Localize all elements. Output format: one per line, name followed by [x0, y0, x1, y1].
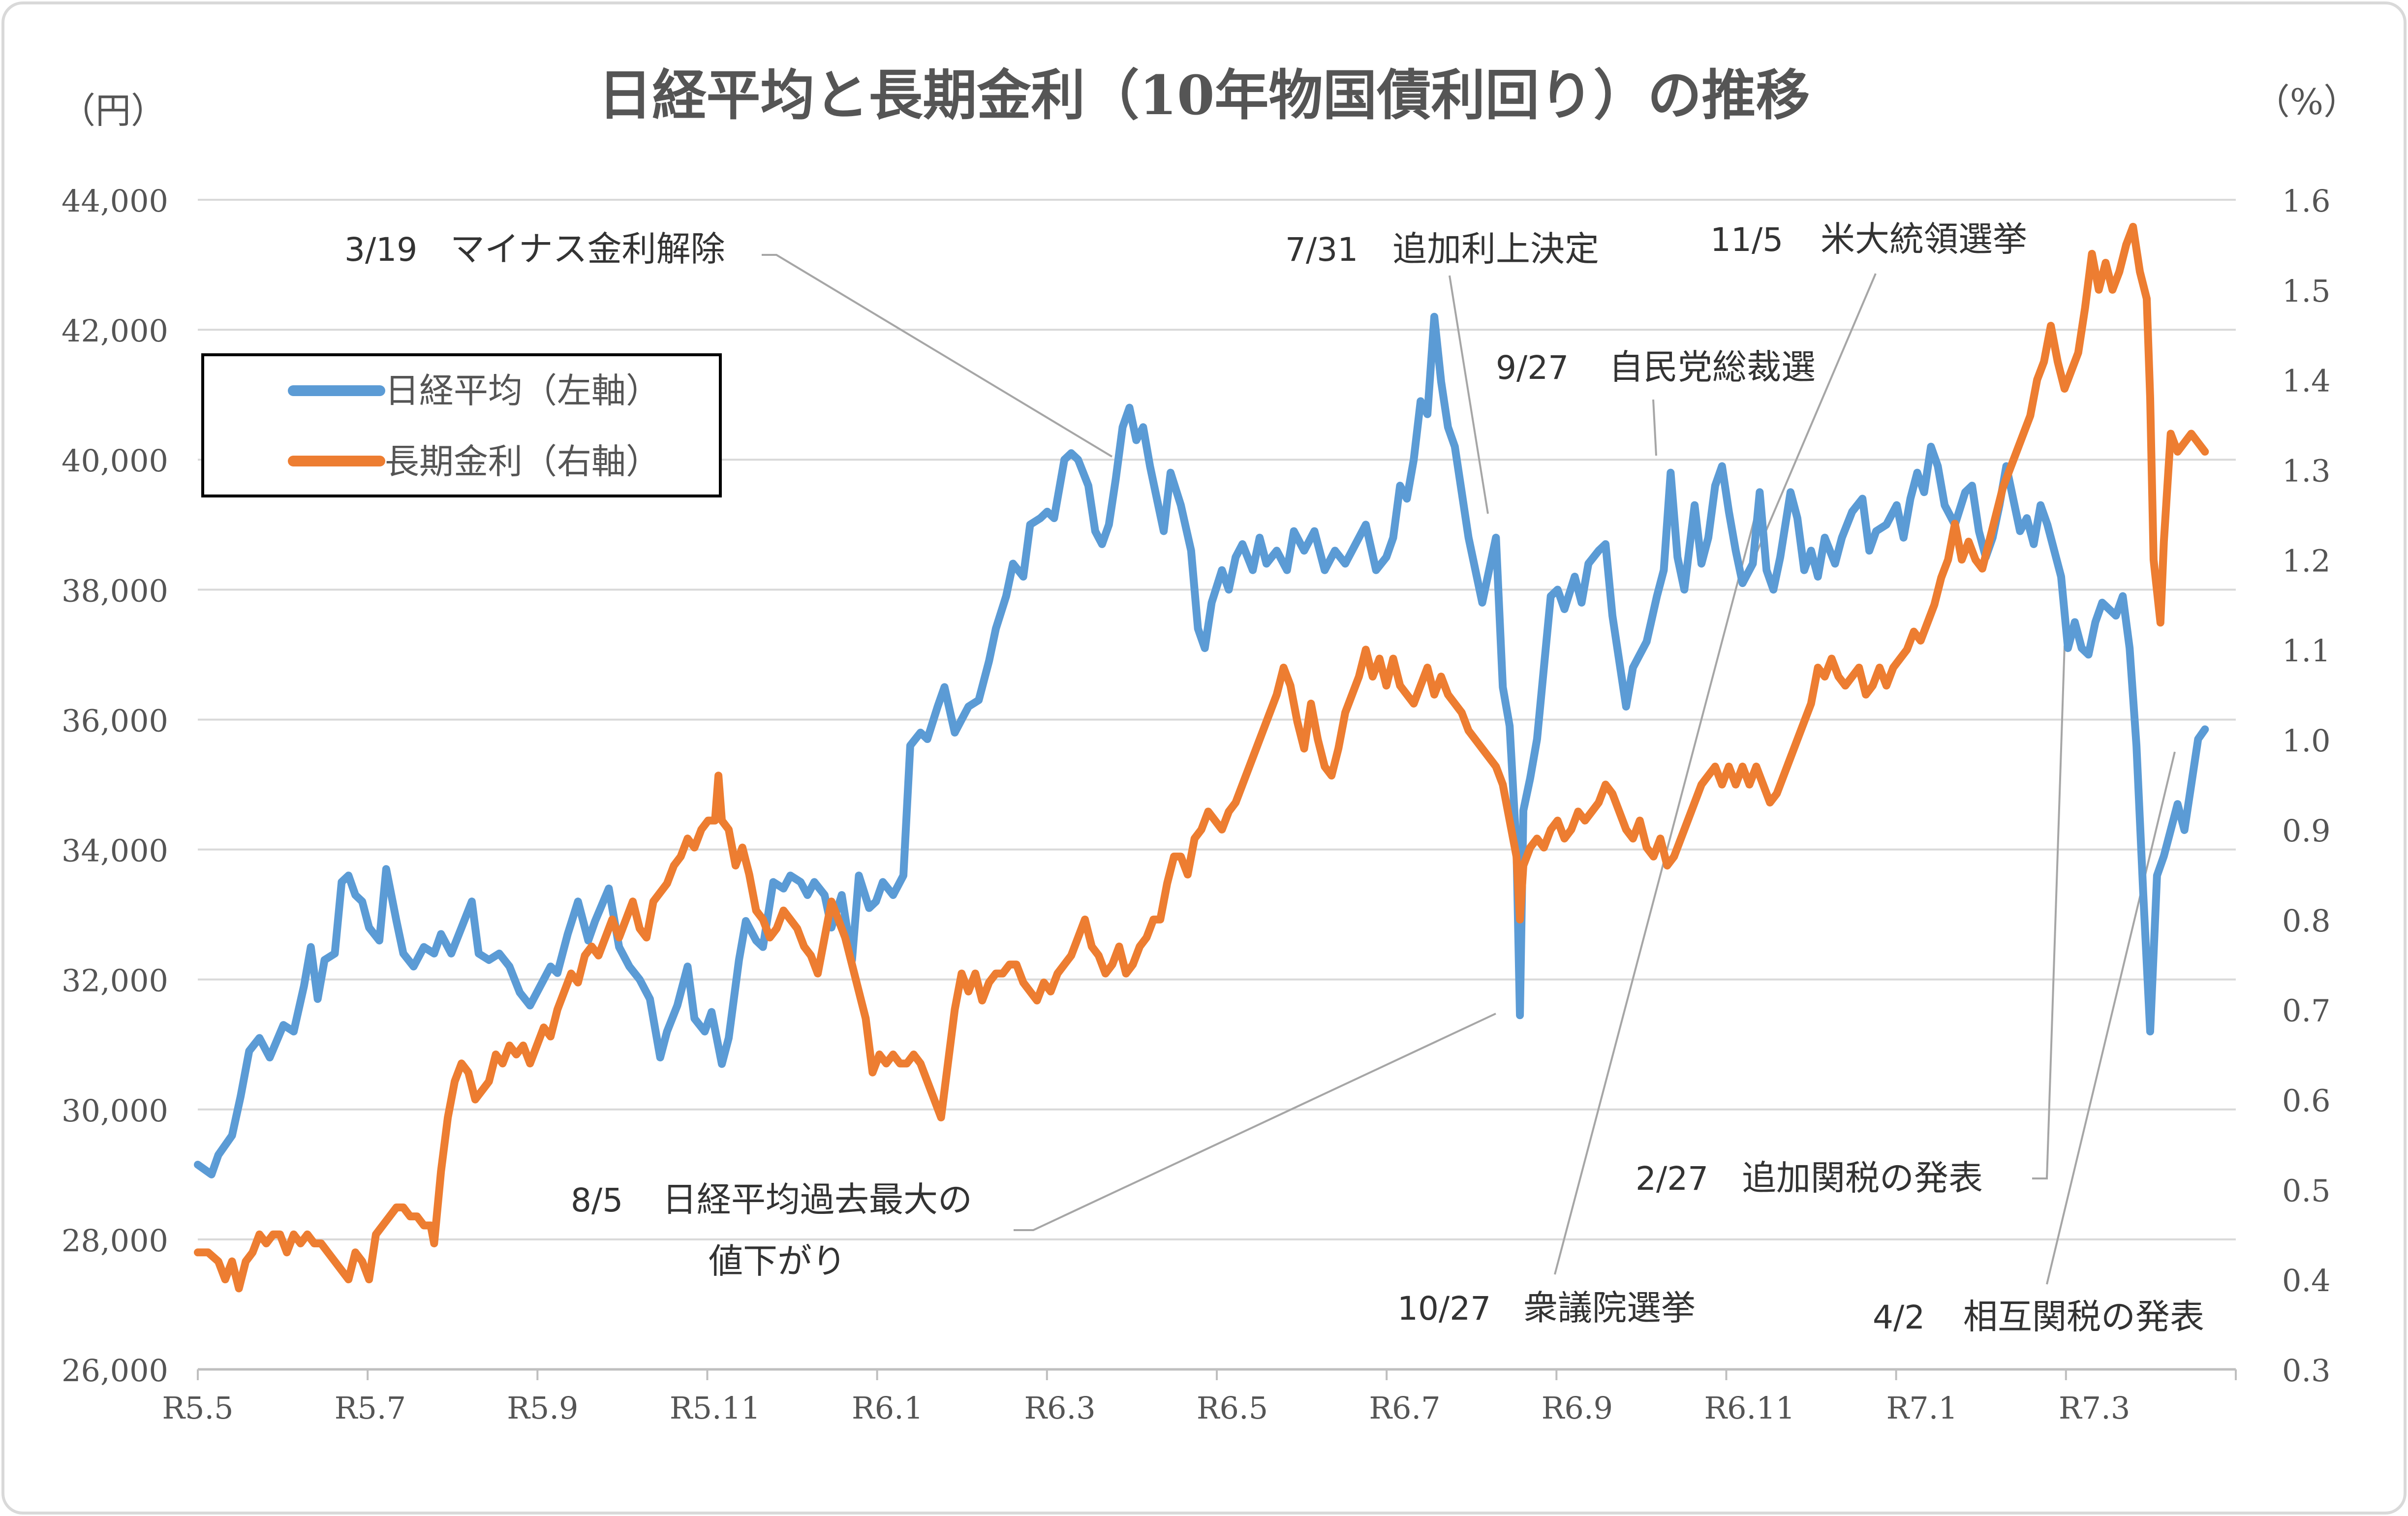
series-line-nikkei: [194, 312, 2209, 1178]
left-tick-label: 34,000: [62, 833, 168, 869]
left-tick-label: 26,000: [62, 1353, 168, 1389]
annotation-text-7-31: 追加利上決定: [1392, 229, 1599, 269]
left-tick-label: 30,000: [62, 1093, 168, 1129]
legend-label-nikkei: 日経平均（左軸）: [385, 371, 660, 411]
x-tick-label: R5.5: [162, 1390, 233, 1426]
legend-box: [201, 353, 722, 497]
annotation-text-11-5: 米大統領選挙: [1821, 219, 2027, 259]
annotation-leader-line: [2046, 751, 2176, 1285]
x-tick-label: R6.7: [1369, 1390, 1440, 1426]
right-tick-label: 1.3: [2282, 453, 2331, 489]
chart-title: 日経平均と長期金利（10年物国債利回り）の推移: [598, 63, 1810, 127]
left-tick-label: 38,000: [62, 573, 168, 609]
x-tick-label: R6.3: [1024, 1390, 1095, 1426]
right-tick-label: 0.4: [2282, 1263, 2331, 1299]
annotation-text-8-5: 日経平均過去最大の: [662, 1179, 972, 1220]
left-tick-label: 28,000: [62, 1223, 168, 1259]
x-tick-label: R6.11: [1704, 1390, 1795, 1426]
right-tick-label: 0.5: [2282, 1173, 2331, 1208]
right-tick-label: 0.6: [2282, 1083, 2331, 1118]
annotation-date-10-27: 10/27: [1397, 1290, 1491, 1328]
left-tick-label: 44,000: [62, 183, 168, 219]
annotation-text-10-27: 衆議院選挙: [1523, 1288, 1696, 1328]
x-tick-label: R6.5: [1197, 1390, 1268, 1426]
annotation-leader-line: [762, 254, 1113, 458]
grid: [198, 199, 2236, 1371]
right-tick-label: 0.7: [2282, 993, 2331, 1029]
right-axis-unit: （%）: [2254, 81, 2359, 123]
annotation-leader-line: [1449, 275, 1489, 514]
annotation-date-4-2: 4/2: [1873, 1299, 1925, 1336]
annotation-date-9-27: 9/27: [1496, 349, 1569, 387]
annotation-text-9-27: 自民党総裁選: [1609, 347, 1816, 387]
left-tick-label: 32,000: [62, 963, 168, 999]
right-tick-label: 1.4: [2282, 363, 2331, 399]
right-tick-label: 0.3: [2282, 1353, 2331, 1389]
annotation-leader-line: [1014, 1013, 1496, 1231]
legend-label-rate: 長期金利（右軸）: [385, 441, 660, 482]
right-tick-label: 1.5: [2282, 273, 2331, 309]
annotation-leader-line: [1753, 273, 1877, 560]
x-tick-label: R7.1: [1886, 1390, 1958, 1426]
x-tick-label: R5.9: [507, 1390, 578, 1426]
legend: 日経平均（左軸） 長期金利（右軸）: [201, 353, 722, 497]
series-lines: [194, 222, 2209, 1293]
right-tick-label: 1.1: [2282, 633, 2331, 669]
annotation-date-2-27: 2/27: [1636, 1160, 1708, 1198]
annotation-leader-line: [1554, 492, 1762, 1275]
annotation-date-3-19: 3/19: [344, 231, 417, 269]
left-tick-label: 40,000: [62, 443, 168, 479]
x-tick-label: R6.1: [852, 1390, 923, 1426]
x-axis-ticks: R5.5 R5.7 R5.9 R5.11 R6.1 R6.3 R6.5 R6.7 R6.9 R6.…: [162, 1369, 2237, 1426]
x-tick-label: R6.9: [1542, 1390, 1613, 1426]
x-tick-label: R7.3: [2059, 1390, 2130, 1426]
annotation-text-4-2: 相互関税の発表: [1963, 1297, 2204, 1337]
annotation-leader-line: [1652, 399, 1657, 456]
right-axis-ticks: 0.3 0.4 0.5 0.6 0.7 0.8 0.9 1.0 1.1 1.2 1.3 1.4 1.5 1…: [2282, 183, 2331, 1389]
annotation-leaders: [762, 254, 2176, 1285]
left-tick-label: 36,000: [62, 703, 168, 739]
annotation-leader-line: [2032, 645, 2066, 1179]
right-tick-label: 1.6: [2282, 183, 2331, 219]
annotation-date-8-5: 8/5: [571, 1181, 623, 1219]
series-line-rate: [194, 222, 2209, 1293]
annotations: 3/19 マイナス金利解除 7/31 追加利上決定 11/5 米大統領選挙 9/…: [344, 219, 2204, 1337]
x-tick-label: R5.7: [335, 1390, 406, 1426]
annotation-text-3-19: マイナス金利解除: [450, 229, 725, 269]
left-tick-label: 42,000: [62, 313, 168, 349]
left-axis-unit: （円）: [60, 90, 166, 131]
right-tick-label: 0.8: [2282, 903, 2331, 939]
annotation-date-7-31: 7/31: [1285, 231, 1358, 269]
annotation-text-2-27: 追加関税の発表: [1742, 1158, 1983, 1198]
left-axis-ticks: 26,000 28,000 30,000 32,000 34,000 36,000 38,0…: [62, 183, 168, 1389]
x-tick-label: R5.11: [670, 1390, 761, 1426]
right-tick-label: 1.2: [2282, 543, 2331, 579]
annotation-date-11-5: 11/5: [1710, 221, 1783, 259]
annotation-text-8-5-line2: 値下がり: [709, 1241, 846, 1281]
right-tick-label: 0.9: [2282, 813, 2331, 849]
right-tick-label: 1.0: [2282, 723, 2331, 759]
